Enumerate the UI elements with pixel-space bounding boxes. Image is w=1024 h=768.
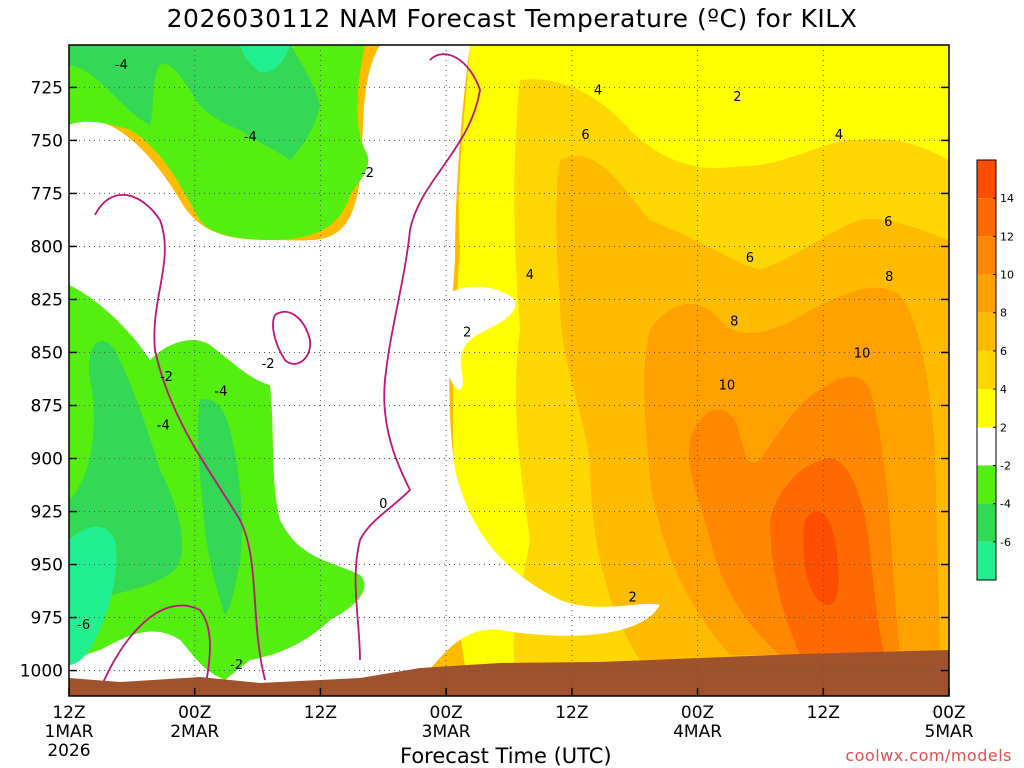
contour-label: 2 <box>628 590 636 605</box>
contour-label: 0 <box>379 497 387 512</box>
contour-label: 10 <box>719 378 736 393</box>
contour-label: 6 <box>884 215 892 230</box>
zero-degree-contour-island <box>272 310 311 365</box>
temp-region-14-to-16 <box>803 511 839 606</box>
colorbar-swatch <box>977 389 996 428</box>
x-tick-date: 4MAR <box>673 722 722 742</box>
y-tick-label: 950 <box>31 556 63 576</box>
temp-region-below-minus6 <box>69 526 117 665</box>
temp-region-below-minus6-top <box>240 45 290 73</box>
x-tick-date: 3MAR <box>422 722 471 742</box>
contour-label: -2 <box>262 357 275 372</box>
colorbar-label: 10 <box>1000 269 1014 282</box>
colorbar-swatch <box>977 198 996 237</box>
colorbar-frame <box>976 159 997 581</box>
colorbar-swatch <box>977 274 996 313</box>
contour-label: 4 <box>835 128 843 143</box>
contour-label: 8 <box>885 270 893 285</box>
y-tick-label: 925 <box>31 503 63 523</box>
contour-label: -2 <box>160 370 173 385</box>
colorbar-label: 8 <box>1000 307 1007 320</box>
contour-label: -2 <box>230 658 243 673</box>
x-tick-date: 1MAR <box>45 722 94 742</box>
contour-label: -4 <box>214 385 227 400</box>
x-tick-date: 2MAR <box>170 722 219 742</box>
x-tick-date: 5MAR <box>925 722 974 742</box>
contour-labels: -4 -4 -2 -2 -4 -2 -4 -6 -2 0 2 4 4 6 2 4 6 6 8 8 10 10 2 <box>77 58 893 673</box>
colorbar-swatch <box>977 160 996 199</box>
temp-region-near-zero-inner <box>440 286 516 390</box>
colorbar-swatch <box>977 236 996 275</box>
contour-label: 8 <box>730 315 738 330</box>
y-tick-label: 975 <box>31 609 63 629</box>
contour-label: -2 <box>361 166 374 181</box>
x-tick-label: 12Z <box>807 703 840 723</box>
colorbar-label: 14 <box>1000 192 1014 205</box>
x-axis-title: Forecast Time (UTC) <box>400 744 612 768</box>
contour-label: 6 <box>746 251 754 266</box>
contour-label: -6 <box>77 618 90 633</box>
contour-label: 4 <box>594 84 602 99</box>
temp-region-minus6-to-minus4-upper <box>69 45 320 160</box>
colorbar-label: 6 <box>1000 345 1007 358</box>
contour-label: -4 <box>115 58 128 73</box>
temp-region-minus6-to-minus4-mid <box>197 399 242 615</box>
colorbar-swatch <box>977 541 996 580</box>
x-tick-label: 00Z <box>430 703 463 723</box>
contour-label: 2 <box>463 325 471 340</box>
y-tick-label: 1000 <box>20 662 63 682</box>
source-credit[interactable]: coolwx.com/models <box>845 746 1012 765</box>
zero-degree-contour <box>354 53 481 661</box>
colorbar-label: 2 <box>1000 421 1007 434</box>
colorbar-swatch <box>977 350 996 390</box>
contour-label: 10 <box>854 346 871 361</box>
x-tick-label: 12Z <box>555 703 588 723</box>
y-tick-label: 750 <box>31 131 63 151</box>
x-tick-label: 12Z <box>304 703 337 723</box>
contour-label: 2 <box>733 90 741 105</box>
y-tick-label: 825 <box>31 290 63 310</box>
colorbar-label: -4 <box>1000 498 1011 511</box>
x-tick-label: 00Z <box>932 703 965 723</box>
contour-label: -4 <box>157 419 170 434</box>
y-tick-label: 800 <box>31 237 63 257</box>
colorbar-label: -6 <box>1000 536 1011 549</box>
temp-region-upper-yellow <box>636 45 949 167</box>
chart-title: 2026030112 NAM Forecast Temperature (ºC)… <box>166 4 858 33</box>
x-tick-year: 2026 <box>47 741 90 761</box>
colorbar-label: -2 <box>1000 459 1011 472</box>
contour-label: 6 <box>581 128 589 143</box>
colorbar: -6 -4 -2 2 4 6 8 10 12 14 <box>976 159 1014 581</box>
y-axis: 725 750 775 800 825 850 875 900 925 950 975 1000 <box>20 78 949 682</box>
contour-label: 4 <box>526 268 534 283</box>
colorbar-swatch <box>977 503 996 542</box>
terrain-surface <box>69 650 949 696</box>
colorbar-label: 12 <box>1000 230 1014 243</box>
x-tick-label: 12Z <box>52 703 85 723</box>
y-tick-label: 900 <box>31 450 63 470</box>
zero-degree-contour-2 <box>94 193 266 681</box>
zero-degree-contour-3 <box>99 604 211 691</box>
contour-label: -4 <box>244 130 257 145</box>
y-tick-label: 850 <box>31 343 63 363</box>
colorbar-swatch <box>977 312 996 351</box>
colorbar-swatch <box>977 427 996 466</box>
plot-frame <box>68 44 950 697</box>
y-tick-label: 775 <box>31 184 63 204</box>
y-tick-label: 725 <box>31 78 63 98</box>
colorbar-swatch <box>977 465 996 504</box>
grid-lines <box>69 45 949 696</box>
x-tick-label: 00Z <box>681 703 714 723</box>
y-tick-label: 875 <box>31 396 63 416</box>
colorbar-label: 4 <box>1000 383 1007 396</box>
x-tick-label: 00Z <box>178 703 211 723</box>
